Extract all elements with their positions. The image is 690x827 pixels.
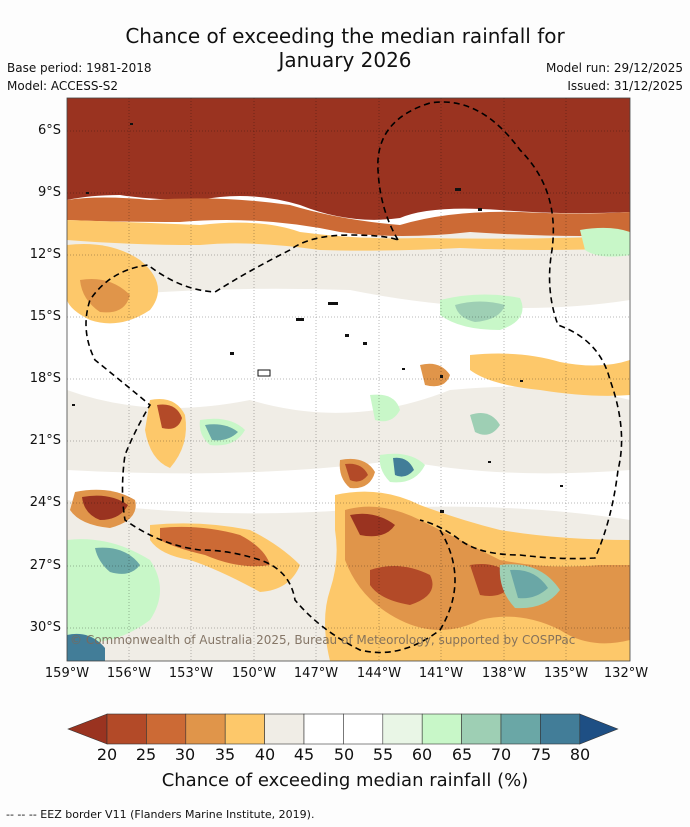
lon-label: 141°W xyxy=(418,666,464,681)
lon-label: 150°W xyxy=(231,666,277,681)
eez-border xyxy=(85,101,623,654)
lon-label: 159°W xyxy=(44,666,90,681)
meta-left: Base period: 1981-2018 Model: ACCESS-S2 xyxy=(7,59,152,95)
colorbar-tick: 35 xyxy=(214,745,236,764)
lon-label: 147°W xyxy=(293,666,339,681)
map-frame xyxy=(66,97,631,662)
islands xyxy=(72,123,563,513)
colorbar-tick: 50 xyxy=(333,745,355,764)
colorbar-extend-high xyxy=(579,713,619,745)
colorbar-tick: 40 xyxy=(254,745,276,764)
lat-label: 6°S xyxy=(37,123,61,138)
lat-label: 30°S xyxy=(29,620,61,635)
meta-right: Model run: 29/12/2025 Issued: 31/12/2025 xyxy=(546,59,683,95)
colorbar-swatch xyxy=(500,713,541,745)
base-period: Base period: 1981-2018 xyxy=(7,61,152,75)
colorbar-swatch xyxy=(185,713,226,745)
map-title: Chance of exceeding the median rainfall … xyxy=(0,24,690,72)
colorbar-tick: 75 xyxy=(530,745,552,764)
lon-label: 132°W xyxy=(603,666,649,681)
lat-label: 15°S xyxy=(29,309,61,324)
lat-label: 9°S xyxy=(37,185,61,200)
colorbar-tick: 20 xyxy=(96,745,118,764)
colorbar-tick: 55 xyxy=(372,745,394,764)
lon-label: 135°W xyxy=(543,666,589,681)
title-line-2: January 2026 xyxy=(278,48,412,72)
colorbar xyxy=(67,713,619,745)
colorbar-swatch xyxy=(264,713,305,745)
colorbar-tick: 70 xyxy=(490,745,512,764)
lat-label: 21°S xyxy=(29,433,61,448)
lat-label: 27°S xyxy=(29,558,61,573)
colorbar-swatch xyxy=(303,713,344,745)
colorbar-tick: 25 xyxy=(135,745,157,764)
copyright-notice: © Commonwealth of Australia 2025, Bureau… xyxy=(70,633,576,647)
lat-label: 18°S xyxy=(29,371,61,386)
colorbar-tick: 45 xyxy=(293,745,315,764)
lat-label: 12°S xyxy=(29,247,61,262)
colorbar-swatch xyxy=(540,713,581,745)
colorbar-swatch xyxy=(461,713,502,745)
colorbar-label: Chance of exceeding median rainfall (%) xyxy=(161,770,529,791)
colorbar-swatch xyxy=(382,713,423,745)
colorbar-tick: 80 xyxy=(569,745,591,764)
lon-label: 138°W xyxy=(481,666,527,681)
lat-label: 24°S xyxy=(29,495,61,510)
colorbar-swatch xyxy=(343,713,384,745)
eez-legend-note: -- -- -- EEZ border V11 (Flanders Marine… xyxy=(6,808,315,821)
colorbar-swatch xyxy=(106,713,147,745)
model-run: Model run: 29/12/2025 xyxy=(545,61,683,75)
lon-label: 153°W xyxy=(168,666,214,681)
colorbar-tick: 60 xyxy=(411,745,433,764)
model-name: Model: ACCESS-S2 xyxy=(7,79,119,93)
title-line-1: Chance of exceeding the median rainfall … xyxy=(125,24,565,48)
map-fill xyxy=(67,98,630,661)
colorbar-swatch xyxy=(421,713,462,745)
lon-label: 156°W xyxy=(106,666,152,681)
colorbar-swatch xyxy=(224,713,265,745)
colorbar-tick: 65 xyxy=(451,745,473,764)
graticule xyxy=(67,98,630,661)
colorbar-swatch xyxy=(146,713,187,745)
colorbar-tick: 30 xyxy=(174,745,196,764)
issued-date: Issued: 31/12/2025 xyxy=(567,79,683,93)
colorbar-extend-low xyxy=(67,713,108,745)
lon-label: 144°W xyxy=(356,666,402,681)
